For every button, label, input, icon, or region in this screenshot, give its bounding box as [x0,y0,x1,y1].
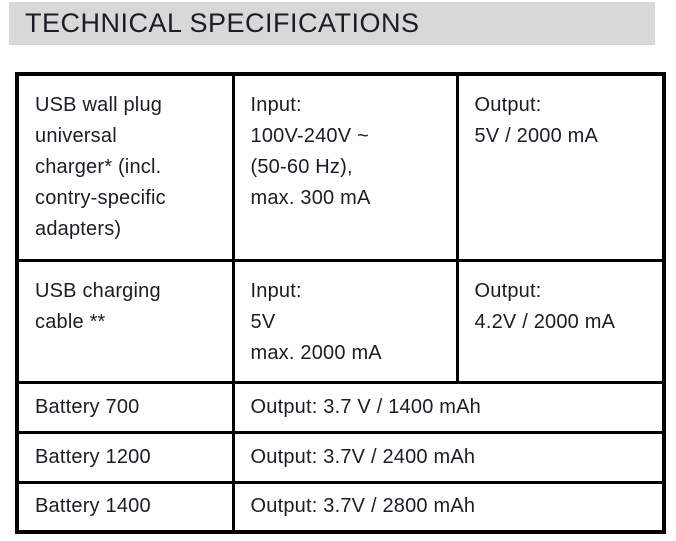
title-bar: TECHNICAL SPECIFICATIONS [9,2,655,45]
cell-output-spec: Output: 3.7 V / 1400 mAh [231,380,666,434]
table-row-battery-700: Battery 700 Output: 3.7 V / 1400 mAh [15,380,666,434]
cell-output-spec: Output: 5V / 2000 mA [455,72,666,262]
table-row-wall-plug-charger: USB wall plug universal charger* (incl. … [15,72,666,262]
table-row-battery-1400: Battery 1400 Output: 3.7V / 2800 mAh [15,480,666,534]
spec-table: USB wall plug universal charger* (incl. … [15,72,666,534]
cell-input-spec: Input: 5V max. 2000 mA [231,258,459,384]
cell-device-name: USB wall plug universal charger* (incl. … [15,72,235,262]
page-title: TECHNICAL SPECIFICATIONS [25,8,420,38]
cell-device-name: Battery 1400 [15,480,235,534]
table-row-charging-cable: USB charging cable ** Input: 5V max. 200… [15,258,666,384]
cell-output-spec: Output: 3.7V / 2800 mAh [231,480,666,534]
cell-device-name: Battery 1200 [15,430,235,484]
cell-output-spec: Output: 4.2V / 2000 mA [455,258,666,384]
cell-input-spec: Input: 100V-240V ~ (50-60 Hz), max. 300 … [231,72,459,262]
table-row-battery-1200: Battery 1200 Output: 3.7V / 2400 mAh [15,430,666,484]
cell-device-name: USB charging cable ** [15,258,235,384]
cell-device-name: Battery 700 [15,380,235,434]
cell-output-spec: Output: 3.7V / 2400 mAh [231,430,666,484]
